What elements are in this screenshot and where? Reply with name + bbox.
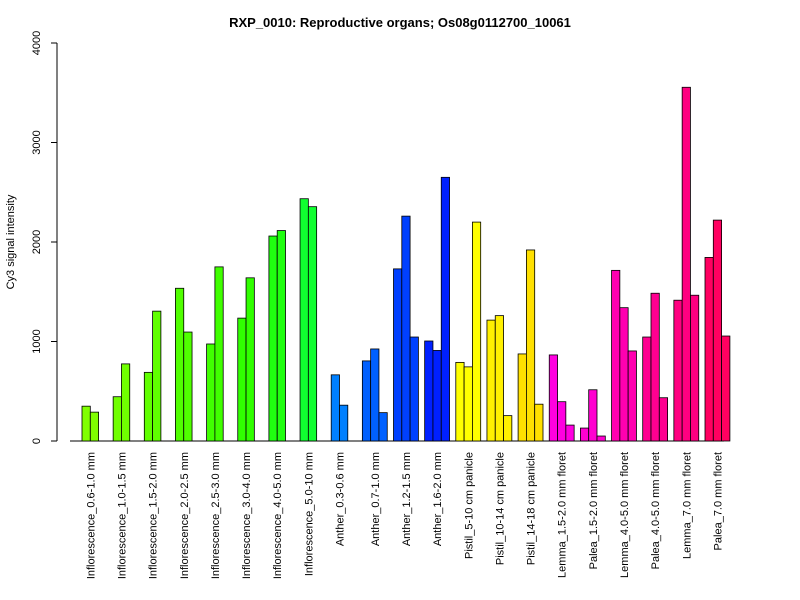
bar bbox=[681, 86, 691, 442]
x-category-label: Lemma_7.0 mm floret bbox=[681, 452, 693, 559]
bar bbox=[721, 335, 731, 442]
bar bbox=[206, 343, 216, 442]
bar bbox=[112, 396, 122, 442]
bar bbox=[455, 361, 465, 442]
x-category-label: Pistil_10-14 cm panicle bbox=[494, 452, 506, 565]
bar bbox=[299, 198, 309, 442]
y-tick-label: 1000 bbox=[31, 329, 43, 353]
bar bbox=[526, 249, 536, 442]
x-category-label: Lemma_4.0-5.0 mm floret bbox=[619, 452, 631, 578]
bar bbox=[642, 336, 652, 442]
x-category-label: Pistil_14-18 cm panicle bbox=[526, 452, 538, 565]
bar bbox=[361, 360, 372, 442]
bar bbox=[548, 354, 558, 442]
bar bbox=[81, 405, 91, 442]
bar bbox=[658, 397, 668, 442]
bar bbox=[432, 350, 442, 442]
bar bbox=[673, 299, 683, 442]
bar bbox=[183, 331, 193, 442]
x-category-label: Anther_1.6-2.0 mm bbox=[432, 452, 444, 546]
bar bbox=[339, 404, 349, 442]
bar bbox=[143, 371, 154, 442]
bar bbox=[471, 221, 482, 442]
bar bbox=[370, 348, 380, 442]
bar bbox=[214, 266, 224, 442]
bar bbox=[463, 366, 473, 442]
bar bbox=[378, 412, 388, 442]
x-category-label: Palea_4.0-5.0 mm floret bbox=[650, 452, 662, 569]
bar bbox=[565, 424, 575, 442]
bar bbox=[494, 315, 504, 442]
x-category-label: Palea_7.0 mm floret bbox=[712, 452, 724, 550]
bar bbox=[237, 317, 247, 442]
x-category-label: Inflorescence_0.6-1.0 mm bbox=[85, 452, 97, 579]
bar bbox=[650, 292, 660, 442]
bar bbox=[690, 294, 700, 442]
x-category-label: Palea_1.5-2.0 mm floret bbox=[588, 452, 600, 569]
bar bbox=[712, 219, 722, 442]
bar bbox=[401, 215, 411, 442]
bar bbox=[619, 307, 629, 442]
bar bbox=[121, 363, 131, 442]
bar bbox=[330, 374, 340, 442]
bar bbox=[627, 350, 637, 442]
x-category-label: Anther_0.3-0.6 mm bbox=[335, 452, 347, 546]
x-category-label: Inflorescence_1.0-1.5 mm bbox=[116, 452, 128, 579]
bar bbox=[611, 269, 621, 442]
y-tick-label: 3000 bbox=[31, 130, 43, 154]
bar bbox=[534, 403, 544, 442]
x-category-label: Anther_0.7-1.0 mm bbox=[370, 452, 382, 546]
x-category-label: Inflorescence_4.0-5.0 mm bbox=[272, 452, 284, 579]
bar bbox=[307, 206, 318, 442]
bar bbox=[503, 415, 513, 442]
category-labels: Inflorescence_0.6-1.0 mm Inflorescence_1.… bbox=[85, 452, 724, 579]
x-category-label: Inflorescence_2.0-2.5 mm bbox=[179, 452, 191, 579]
y-tick-label: 2000 bbox=[31, 230, 43, 254]
bar bbox=[89, 411, 100, 442]
bar bbox=[276, 230, 286, 442]
chart-title: RXP_0010: Reproductive organs; Os08g0112… bbox=[229, 15, 571, 30]
y-axis-ticks: 0 1000 2000 3000 4000 bbox=[31, 31, 57, 444]
bar bbox=[424, 340, 434, 442]
y-tick-label: 4000 bbox=[31, 31, 43, 55]
bar bbox=[152, 310, 162, 442]
x-category-label: Inflorescence_2.5-3.0 mm bbox=[210, 452, 222, 579]
bar bbox=[409, 336, 419, 442]
bar bbox=[588, 389, 598, 442]
bar bbox=[557, 401, 567, 442]
bar bbox=[580, 427, 590, 442]
y-axis-label: Cy3 signal intensity bbox=[5, 194, 17, 289]
bar bbox=[175, 287, 185, 442]
bar bbox=[596, 435, 606, 442]
x-category-label: Inflorescence_3.0-4.0 mm bbox=[241, 452, 253, 579]
x-category-label: Inflorescence_5.0-10 mm bbox=[303, 452, 315, 576]
bar bbox=[393, 268, 403, 442]
x-category-label: Anther_1.2-1.5 mm bbox=[401, 452, 413, 546]
bar bbox=[486, 319, 496, 442]
bars-group bbox=[81, 86, 731, 442]
bar bbox=[517, 353, 527, 442]
bar bbox=[268, 235, 278, 442]
x-category-label: Pistil_5-10 cm panicle bbox=[463, 452, 475, 559]
x-category-label: Inflorescence_1.5-2.0 mm bbox=[148, 452, 160, 579]
x-category-label: Lemma_1.5-2.0 mm floret bbox=[557, 452, 569, 578]
bar bbox=[245, 277, 255, 442]
bar bbox=[704, 257, 714, 442]
y-tick-label: 0 bbox=[31, 438, 43, 444]
bar bbox=[440, 176, 450, 442]
